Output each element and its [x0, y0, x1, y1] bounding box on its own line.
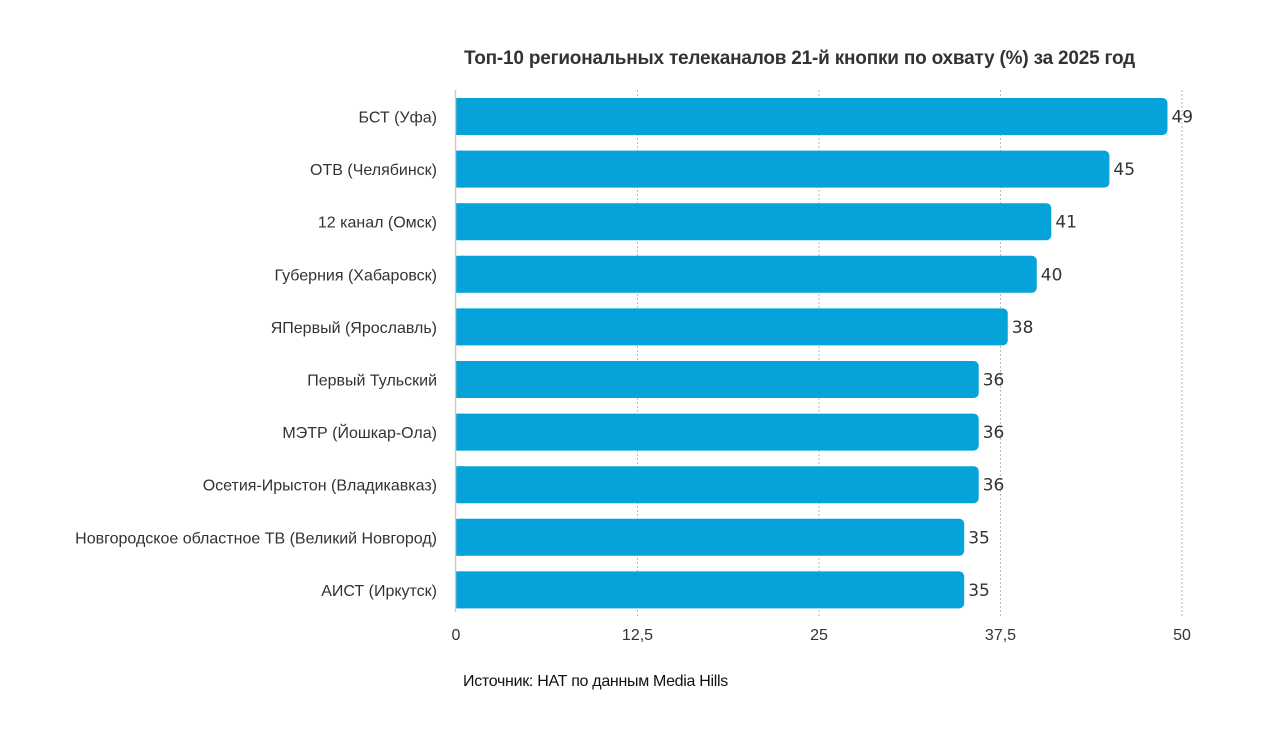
x-tick-label: 37,5 [985, 627, 1016, 644]
value-label: 36 [983, 423, 1005, 443]
bar-base [456, 361, 464, 398]
value-label: 36 [983, 371, 1005, 391]
bar-base [456, 571, 464, 609]
category-label: ОТВ (Челябинск) [310, 162, 437, 179]
category-label: Осетия-Ирыстон (Владикавказ) [203, 478, 437, 495]
bar-base [456, 98, 464, 135]
x-tick-label: 50 [1173, 627, 1191, 644]
category-label: БСТ (Уфа) [359, 110, 437, 127]
category-label: Первый Тульский [307, 373, 437, 390]
bar [456, 203, 1052, 241]
source-note: Источник: НАТ по данным Media Hills [463, 673, 728, 690]
bar [456, 571, 965, 609]
category-label: МЭТР (Йошкар-Ола) [282, 423, 437, 442]
x-tick-label: 12,5 [622, 627, 653, 644]
bar [456, 255, 1037, 293]
chart-title: Топ-10 региональных телеканалов 21-й кно… [464, 48, 1136, 69]
bar-base [456, 413, 464, 451]
value-label: 36 [983, 476, 1005, 496]
value-label: 45 [1113, 160, 1135, 180]
x-tick-label: 0 [452, 627, 461, 644]
value-label: 35 [968, 581, 990, 601]
value-label: 41 [1055, 213, 1077, 233]
value-label: 35 [968, 528, 990, 548]
bar [456, 413, 979, 451]
bar-base [456, 255, 464, 293]
category-label: 12 канал (Омск) [318, 215, 437, 232]
bar-base [456, 466, 464, 504]
value-label: 38 [1012, 318, 1034, 338]
category-label: Губерния (Хабаровск) [275, 267, 437, 284]
bar [456, 98, 1168, 135]
bar [456, 150, 1110, 188]
bar-base [456, 150, 464, 188]
category-label: АИСТ (Иркутск) [321, 583, 437, 600]
bar [456, 466, 979, 504]
category-label: ЯПервый (Ярославль) [271, 320, 437, 337]
category-label: Новгородское областное ТВ (Великий Новго… [75, 530, 437, 547]
bar [456, 308, 1008, 346]
bar-base [456, 203, 464, 241]
bar [456, 518, 965, 556]
bar-base [456, 308, 464, 346]
bar-base [456, 518, 464, 556]
bar [456, 361, 979, 398]
x-tick-label: 25 [810, 627, 828, 644]
value-label: 49 [1171, 108, 1193, 128]
value-label: 40 [1041, 265, 1063, 285]
